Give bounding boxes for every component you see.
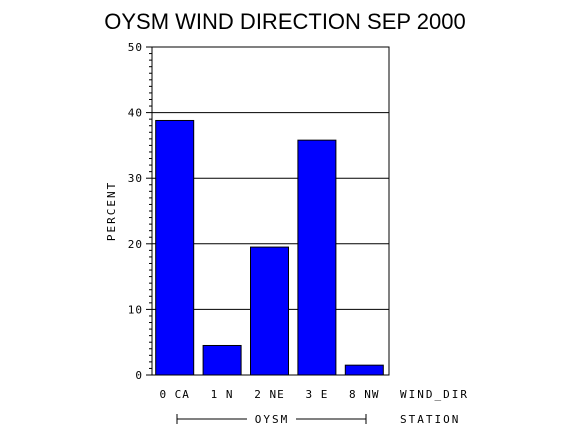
station-axis-title: STATION (400, 413, 460, 426)
x-tick-label: 1 N (211, 388, 234, 401)
bar (250, 246, 289, 376)
y-axis-title: PERCENT (105, 181, 118, 241)
x-axis: 0 CA 1 N 2 NE 3 E 8 NW (159, 388, 380, 401)
y-tick-label: 50 (128, 41, 143, 54)
y-tick-label: 30 (128, 172, 143, 185)
station-bracket: OYSM (176, 413, 367, 426)
x-axis-title: WIND_DIR (400, 388, 469, 401)
bar (344, 364, 384, 376)
y-tick-label: 20 (128, 238, 143, 251)
x-tick-label: 2 NE (254, 388, 285, 401)
bars (155, 119, 384, 376)
y-axis: 0 10 20 30 40 50 (128, 41, 152, 382)
chart-title: OYSM WIND DIRECTION SEP 2000 (104, 9, 465, 34)
y-tick-label: 10 (128, 303, 143, 316)
bar (155, 119, 195, 376)
y-tick-label: 0 (135, 369, 143, 382)
y-tick-label: 40 (128, 107, 143, 120)
x-tick-label: 0 CA (159, 388, 190, 401)
station-label: OYSM (255, 413, 290, 426)
x-tick-label: 8 NW (349, 388, 380, 401)
bar (297, 139, 337, 376)
x-tick-label: 3 E (305, 388, 328, 401)
bar (202, 344, 242, 376)
